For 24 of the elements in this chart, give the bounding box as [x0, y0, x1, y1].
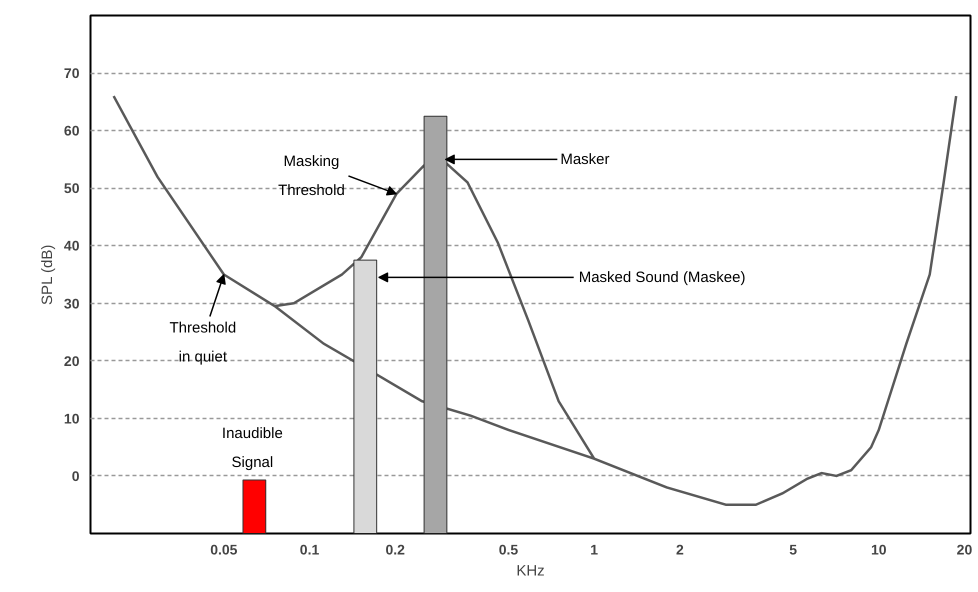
y-tick-label: 70 [64, 65, 80, 82]
x-tick-label: 2 [676, 542, 684, 558]
annotation: Inaudible Signal [222, 425, 283, 471]
x-tick-label: 0.1 [300, 542, 320, 558]
x-tick-label: 0.2 [385, 542, 406, 558]
y-tick-label: 50 [64, 180, 80, 196]
y-tick-label: 10 [64, 410, 80, 426]
x-axis-title: KHz [516, 562, 545, 580]
x-tick-label: 0.5 [498, 542, 518, 558]
annotation: Masking Threshold [278, 152, 345, 199]
x-tick-label: 10 [871, 542, 887, 558]
x-tick-label: 20 [956, 542, 972, 558]
x-tick-label: 5 [789, 542, 798, 558]
y-tick-label: 40 [64, 238, 80, 254]
x-tick-label: 0.05 [210, 542, 238, 558]
annotation: Masked Sound (Maskee) [578, 268, 746, 286]
y-tick-label: 30 [64, 295, 80, 312]
y-tick-label: 20 [64, 352, 80, 369]
y-tick-label: 60 [64, 122, 80, 139]
annotation: Masker [560, 150, 610, 168]
y-axis-title: SPL (dB) [38, 244, 56, 305]
x-tick-label: 1 [590, 542, 598, 558]
y-tick-label: 0 [72, 468, 80, 484]
annotation: Threshold in quiet [170, 320, 236, 366]
